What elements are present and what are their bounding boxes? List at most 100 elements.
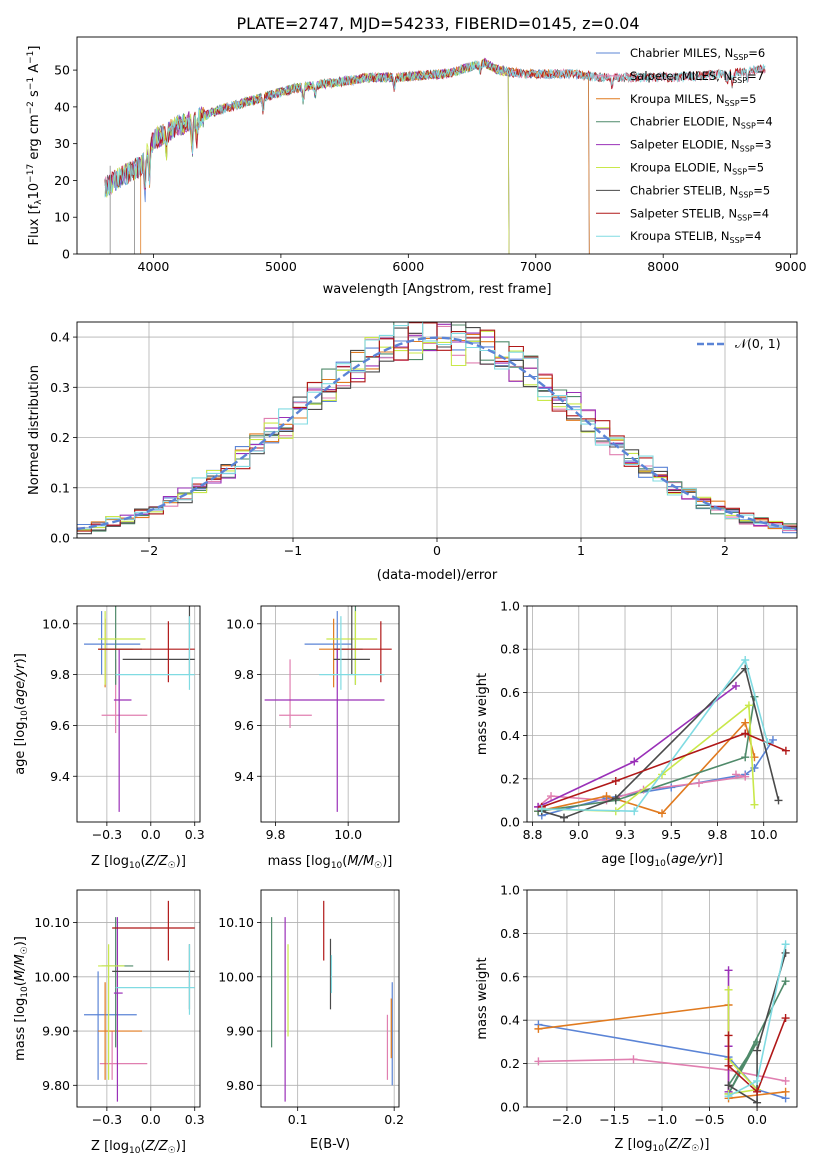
y-tick-label: 9.4 bbox=[50, 769, 70, 784]
y-tick-label: 0.8 bbox=[500, 926, 520, 941]
legend-label-n: =4 bbox=[752, 206, 769, 220]
label-part: age [ bbox=[13, 741, 28, 774]
x-tick-label: 9.0 bbox=[569, 827, 589, 842]
y-tick-label: 40 bbox=[54, 99, 70, 114]
label-part: Z/Z bbox=[145, 854, 169, 869]
label-part: −1 bbox=[26, 51, 36, 64]
weight-marker bbox=[658, 809, 666, 818]
label-part: 10 bbox=[27, 183, 42, 200]
y-tick-label: 10 bbox=[54, 210, 70, 225]
x-tick-label: 7000 bbox=[520, 259, 552, 274]
panel-mass-vs-ebv: 0.1 0.2 9.80 9.90 10.00 10.10 E(B-V) bbox=[218, 889, 404, 1152]
legend-label: Chabrier STELIB, NSSP=5 bbox=[630, 183, 770, 199]
label-part: )] bbox=[699, 1137, 709, 1152]
errorbar-kroupa-stelib bbox=[115, 944, 195, 1015]
legend-label-n: =7 bbox=[747, 69, 764, 83]
weight-marker bbox=[744, 701, 753, 710]
y-tick-label: 0 bbox=[62, 247, 70, 262]
y-axis-label: age [log10(age/yr)] bbox=[13, 653, 30, 775]
normal-curve bbox=[77, 336, 797, 531]
y-tick-label: 0.0 bbox=[50, 531, 70, 546]
legend-label: Salpeter STELIB, NSSP=4 bbox=[630, 206, 769, 222]
label-part: −17 bbox=[26, 164, 36, 183]
legend-label-n: =4 bbox=[745, 229, 762, 243]
legend-label-sub: SSP bbox=[740, 145, 755, 154]
y-tick-label: 10.00 bbox=[218, 969, 254, 984]
y-tick-label: 20 bbox=[54, 173, 70, 188]
errorbar-chabrier-miles bbox=[84, 971, 137, 1080]
weight-marker bbox=[534, 1024, 543, 1033]
x-tick-label: 9.8 bbox=[708, 827, 728, 842]
errorbar-kroupa-stelib bbox=[115, 616, 195, 690]
x-tick-label: 0.0 bbox=[747, 1112, 767, 1127]
errorbar-kroupa-miles bbox=[98, 982, 143, 1080]
weight-marker bbox=[781, 746, 790, 755]
plot-area-mass-weight-vs-age bbox=[534, 656, 790, 822]
x-tick-label: −1.5 bbox=[599, 1112, 629, 1127]
label-part: 10 bbox=[652, 1144, 664, 1154]
legend-label: 𝒩(0, 1) bbox=[735, 336, 781, 351]
legend-label-text: Chabrier STELIB, N bbox=[630, 183, 738, 197]
weight-marker bbox=[630, 757, 639, 766]
label-part: ( bbox=[13, 705, 28, 710]
legend-label-n: =6 bbox=[748, 46, 765, 60]
weight-marker bbox=[724, 985, 733, 994]
weight-line bbox=[727, 980, 787, 1095]
y-tick-label: 0.2 bbox=[500, 771, 520, 786]
label-part: ☉ bbox=[168, 861, 176, 871]
axes-frame bbox=[76, 605, 201, 823]
histogram-kroupa-stelib bbox=[77, 322, 797, 530]
weight-marker bbox=[753, 1076, 762, 1085]
label-part: log bbox=[109, 854, 129, 869]
plot-area-mass-vs-Z bbox=[84, 900, 195, 1102]
axes-frame bbox=[76, 889, 201, 1108]
weight-marker bbox=[768, 735, 777, 744]
weight-marker bbox=[731, 681, 740, 690]
weight-marker bbox=[724, 966, 733, 975]
x-tick-label: −0.3 bbox=[92, 1112, 122, 1127]
weight-marker bbox=[741, 718, 750, 727]
legend-label-n: =5 bbox=[740, 92, 757, 106]
errorbar-chabrier-miles bbox=[304, 611, 352, 675]
errorbar-salpeter-miles bbox=[99, 1031, 148, 1080]
x-tick-label: 9000 bbox=[775, 259, 807, 274]
y-tick-label: 9.6 bbox=[234, 718, 254, 733]
y-tick-label: 0.4 bbox=[500, 1013, 520, 1028]
y-tick-label: 9.6 bbox=[50, 718, 70, 733]
x-axis-label: Z [log10(Z/Z☉)] bbox=[91, 854, 186, 871]
y-tick-label: 30 bbox=[54, 136, 70, 151]
panel-age-vs-mass: 9.8 10.0 9.4 9.6 9.8 10.0 mass [log10(M/M☉)] bbox=[226, 605, 400, 871]
weight-marker bbox=[741, 772, 750, 781]
x-axis-label: Z [log10(Z/Z☉)] bbox=[615, 1137, 710, 1154]
label-part: )] bbox=[176, 854, 186, 869]
legend-label-sub: SSP bbox=[732, 76, 747, 85]
label-part: log bbox=[13, 722, 28, 742]
panels: 4000 5000 6000 7000 8000 900001020304050wavel… bbox=[13, 36, 807, 1156]
label-part: ( bbox=[13, 981, 28, 986]
weight-marker bbox=[537, 805, 546, 814]
label-part: mass [ bbox=[268, 854, 311, 869]
label-part: log bbox=[633, 1137, 653, 1152]
y-tick-label: 0.8 bbox=[500, 642, 520, 657]
label-part: ] bbox=[27, 46, 42, 51]
y-axis-label: mass weight bbox=[475, 957, 490, 1039]
label-part: ☉ bbox=[168, 1146, 176, 1156]
weight-marker bbox=[602, 792, 611, 801]
y-tick-label: 1.0 bbox=[500, 883, 520, 898]
y-axis-label: mass weight bbox=[475, 673, 490, 755]
legend-label-sub: SSP bbox=[737, 213, 752, 222]
label-part: log bbox=[109, 1139, 129, 1154]
x-tick-label: 0.3 bbox=[185, 827, 205, 842]
label-part: mass [ bbox=[13, 1018, 28, 1061]
plot-area-mass-vs-ebv bbox=[271, 900, 393, 1102]
label-part: 10 bbox=[129, 861, 141, 871]
label-part: ☉ bbox=[20, 946, 30, 954]
x-tick-label: 0.0 bbox=[141, 1112, 161, 1127]
x-tick-label: 1 bbox=[577, 543, 585, 558]
errorbar-salpeter-stelib bbox=[98, 621, 195, 683]
spectrum-line-chabrier-miles bbox=[104, 58, 590, 254]
weight-marker bbox=[741, 753, 750, 762]
x-axis-label: age [log10(age/yr)] bbox=[601, 852, 723, 869]
plot-area-spectrum bbox=[104, 57, 766, 254]
